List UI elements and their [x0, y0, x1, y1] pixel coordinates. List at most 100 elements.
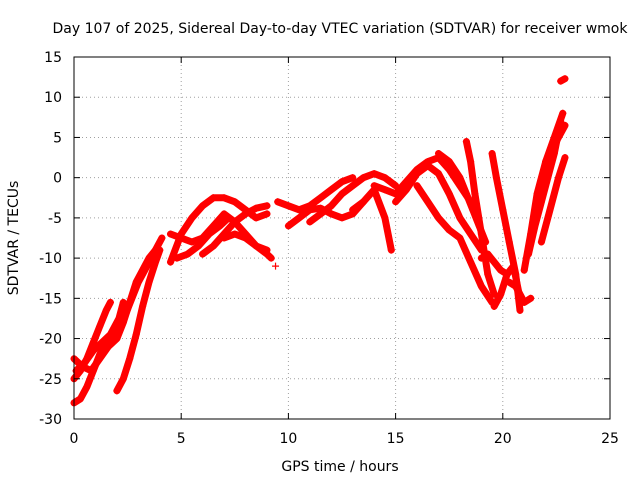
series-trace: [349, 186, 395, 254]
x-tick-label: 0: [70, 431, 79, 447]
data-point: [499, 206, 507, 214]
data-point: [188, 214, 196, 222]
series-arc-11: [272, 262, 280, 270]
data-point: [327, 186, 335, 194]
y-tick-label: 0: [53, 171, 62, 187]
series-trace: [413, 182, 496, 306]
data-point: [327, 202, 335, 210]
series-arc-12: [274, 174, 357, 214]
data-point: [188, 238, 196, 246]
data-point: [370, 182, 378, 190]
data-point: [139, 266, 147, 274]
data-point: [327, 210, 335, 218]
data-point: [126, 355, 134, 363]
data-point: [145, 278, 153, 286]
data-point: [488, 150, 496, 158]
series-arc-23: [490, 262, 518, 310]
data-point: [295, 214, 303, 222]
data-point: [104, 343, 112, 351]
data-point: [177, 234, 185, 242]
data-point: [231, 218, 239, 226]
data-point: [209, 242, 217, 250]
data-point: [113, 387, 121, 395]
data-point: [199, 250, 207, 258]
data-point: [263, 210, 271, 218]
data-point: [267, 254, 275, 262]
data-point: [533, 190, 541, 198]
data-point: [306, 218, 314, 226]
series-arc-15: [349, 186, 395, 254]
data-point: [173, 254, 181, 262]
data-point: [512, 270, 520, 278]
x-tick-label: 20: [494, 431, 512, 447]
data-point: [349, 206, 357, 214]
data-point: [113, 335, 121, 343]
data-point: [520, 298, 528, 306]
data-point: [126, 298, 134, 306]
data-point: [96, 355, 104, 363]
data-point: [284, 202, 292, 210]
data-point: [370, 170, 378, 178]
data-point: [252, 214, 260, 222]
data-point: [231, 198, 239, 206]
y-tick-label: -10: [39, 251, 62, 267]
data-point: [359, 174, 367, 182]
x-tick-label: 25: [601, 431, 619, 447]
series-arc-30: [557, 75, 569, 85]
data-point: [467, 258, 475, 266]
axis-ticks: 0 5 10 15 20 25 -30 -25 -20 -15 -10 -5 0 5 10 15: [39, 50, 619, 447]
data-point: [492, 174, 500, 182]
data-point: [102, 306, 110, 314]
y-tick-label: 15: [44, 50, 62, 66]
data-point: [503, 270, 511, 278]
data-point: [424, 198, 432, 206]
data-point: [220, 194, 228, 202]
data-point: [497, 266, 505, 274]
data-point: [381, 186, 389, 194]
data-point: [119, 375, 127, 383]
x-tick-label: 5: [177, 431, 186, 447]
series-arc-22: [488, 150, 524, 314]
data-point: [557, 117, 565, 125]
series-arc-27: [520, 294, 535, 306]
data-point: [505, 238, 513, 246]
series-trace: [488, 150, 524, 314]
data-point: [497, 290, 505, 298]
data-point: [338, 190, 346, 198]
series-trace: [542, 121, 569, 166]
series-arc-17: [392, 162, 485, 254]
data-point: [359, 198, 367, 206]
data-point: [462, 190, 470, 198]
data-point: [338, 178, 346, 186]
data-point: [402, 186, 410, 194]
data-point: [252, 204, 260, 212]
series-arc-2: [70, 246, 159, 375]
data-point: [392, 198, 400, 206]
data-point: [119, 318, 127, 326]
data-point: [83, 383, 91, 391]
data-point: [477, 230, 485, 238]
data-point: [462, 137, 470, 145]
data-point: [561, 154, 569, 162]
data-point: [434, 170, 442, 178]
plot-border: [73, 56, 611, 420]
data-point: [471, 190, 479, 198]
data-point: [490, 258, 498, 266]
data-point: [559, 109, 567, 117]
data-point: [456, 174, 464, 182]
data-point: [548, 146, 556, 154]
data-point: [467, 230, 475, 238]
data-point: [381, 214, 389, 222]
series-arc-29: [542, 121, 569, 166]
data-point: [544, 174, 552, 182]
data-point: [531, 222, 539, 230]
data-point: [220, 234, 228, 242]
series-arc-8: [173, 214, 232, 262]
data-point: [306, 206, 314, 214]
data-point: [484, 250, 492, 258]
series-arc-18: [413, 182, 496, 306]
data-point: [456, 214, 464, 222]
data-point: [242, 234, 250, 242]
data-point: [205, 230, 213, 238]
y-tick-label: -30: [39, 412, 62, 428]
